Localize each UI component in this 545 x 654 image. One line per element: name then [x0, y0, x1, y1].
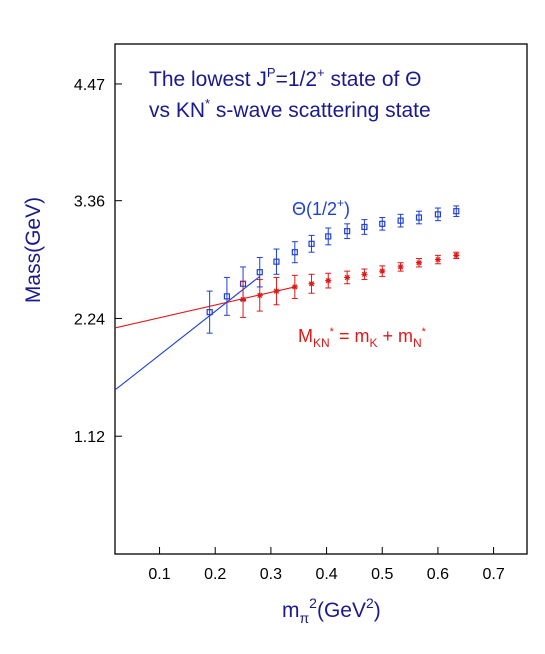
asterisk-marker — [379, 268, 386, 275]
kn-threshold-point — [273, 276, 280, 306]
asterisk-marker — [434, 256, 441, 263]
fit-line-1 — [114, 286, 295, 329]
theta-series-label: Θ(1/2+) — [292, 196, 350, 219]
asterisk-marker — [415, 259, 422, 266]
square-marker — [308, 240, 315, 247]
asterisk-marker — [308, 280, 315, 287]
x-tick-label: 0.2 — [204, 566, 226, 583]
data-points — [206, 205, 460, 334]
chart-title-line-1: The lowest JP=1/2+ state of Θ — [149, 65, 422, 91]
y-axis-title: Mass(GeV) — [22, 197, 45, 303]
x-tick-label: 0.6 — [427, 566, 449, 583]
fit-line-0 — [114, 275, 261, 391]
asterisk-marker — [256, 292, 263, 299]
x-tick-label: 0.7 — [482, 566, 504, 583]
theta-point — [273, 248, 280, 275]
kn-threshold-point — [308, 273, 315, 294]
square-marker — [291, 249, 298, 256]
asterisk-marker — [453, 252, 460, 259]
theta-point — [397, 213, 404, 228]
square-marker — [206, 309, 213, 316]
square-marker — [453, 208, 460, 215]
square-marker — [344, 228, 351, 235]
axis-tick-labels: 0.1 0.2 0.3 0.4 0.5 0.6 0.7 1.12 2.24 3.36 4.47 — [74, 77, 505, 583]
fit-lines — [114, 275, 295, 391]
square-marker — [223, 293, 231, 300]
asterisk-marker — [361, 271, 368, 278]
theta-point — [434, 207, 442, 222]
asterisk-marker — [273, 288, 280, 295]
plot-frame — [114, 43, 528, 555]
kn-threshold-point — [379, 265, 386, 277]
x-tick-label: 0.3 — [260, 566, 282, 583]
kn-threshold-point — [240, 281, 247, 318]
theta-point — [415, 210, 423, 225]
asterisk-marker — [397, 263, 404, 270]
x-axis-title: mπ2(GeV2) — [282, 595, 381, 626]
x-tick-label: 0.5 — [371, 566, 393, 583]
y-tick-label: 3.36 — [74, 194, 105, 211]
kn-threshold-point — [434, 254, 441, 265]
asterisk-marker — [325, 277, 332, 284]
theta-point — [453, 205, 460, 217]
kn-threshold-point — [453, 251, 460, 260]
square-marker — [397, 217, 404, 224]
square-marker — [361, 223, 368, 231]
kn-threshold-point — [397, 262, 404, 272]
kn-threshold-point — [325, 272, 332, 289]
square-marker — [256, 269, 263, 276]
theta-point — [291, 241, 298, 264]
square-marker — [379, 220, 386, 227]
theta-point — [308, 234, 315, 253]
kn-threshold-point — [415, 258, 422, 268]
axis-ticks — [115, 83, 495, 554]
square-marker — [434, 211, 442, 218]
y-tick-label: 2.24 — [74, 311, 105, 328]
square-marker — [273, 258, 280, 265]
square-marker — [325, 233, 332, 240]
kn-threshold-series-label: MKN* = mK + mN* — [298, 326, 427, 350]
x-tick-label: 0.4 — [315, 566, 337, 583]
kn-threshold-point — [361, 268, 368, 281]
y-tick-label: 1.12 — [74, 429, 105, 446]
asterisk-marker — [240, 296, 247, 303]
kn-threshold-point — [256, 279, 263, 312]
theta-point — [344, 223, 351, 240]
chart-title-line-2: vs KN* s-wave scattering state — [149, 96, 431, 122]
x-tick-label: 0.1 — [148, 566, 170, 583]
theta-point — [223, 276, 231, 316]
asterisk-marker — [344, 274, 351, 281]
y-tick-label: 4.47 — [74, 77, 105, 94]
theta-point — [206, 290, 213, 334]
theta-point — [361, 219, 368, 235]
theta-point — [379, 217, 386, 231]
theta-point — [325, 227, 332, 246]
kn-threshold-point — [344, 270, 351, 285]
kn-threshold-point — [291, 274, 298, 299]
asterisk-marker — [291, 283, 298, 290]
square-marker — [415, 214, 423, 221]
